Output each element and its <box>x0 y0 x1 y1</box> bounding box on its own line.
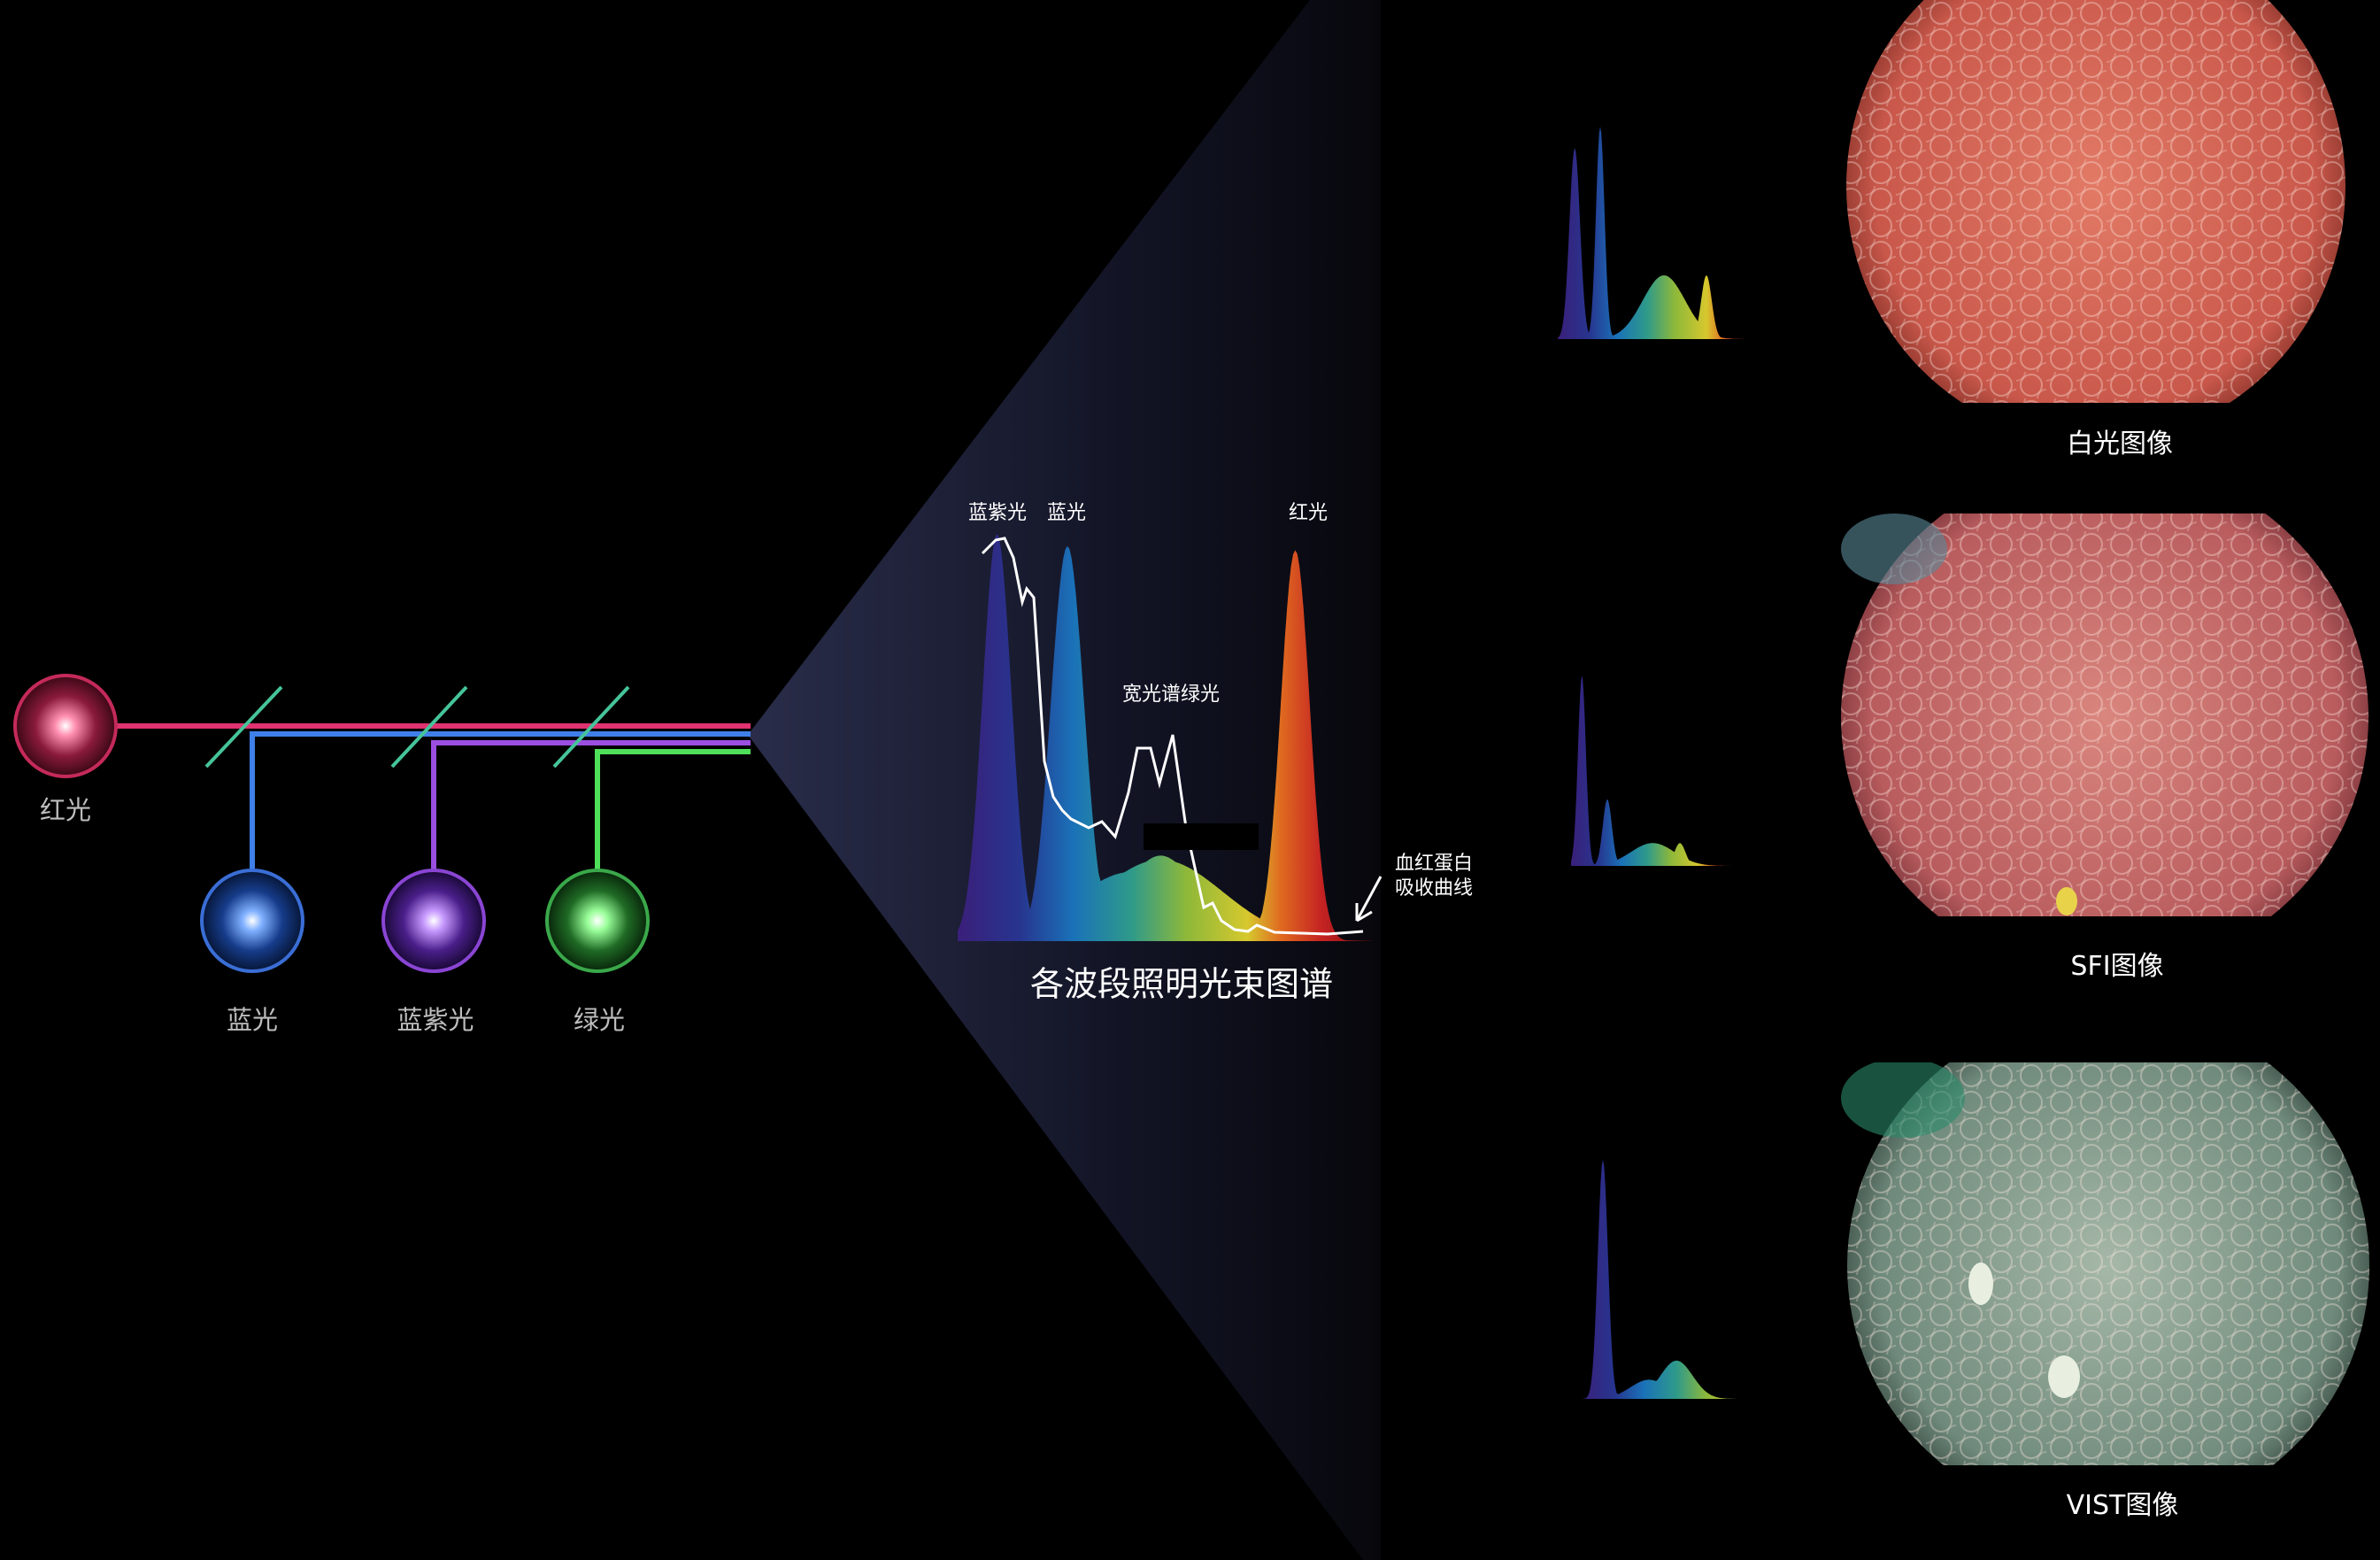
red-source-label: 红光 <box>39 795 92 825</box>
blue-light-source <box>200 869 304 973</box>
sfi-label: SFI图像 <box>2070 951 2164 982</box>
mirror-1 <box>204 685 283 768</box>
violet-beam <box>431 740 751 921</box>
sfi-image <box>1841 514 2368 916</box>
white-light-label: 白光图像 <box>2067 429 2173 460</box>
main-spectrum <box>958 534 1372 941</box>
blue-beam <box>250 731 751 921</box>
violet-source-label: 蓝紫光 <box>397 1005 474 1035</box>
violet-peak-label: 蓝紫光 <box>967 502 1028 524</box>
redaction-box <box>1144 823 1259 850</box>
main-spectrum-fill <box>958 534 1372 941</box>
hemoglobin-absorption-curve <box>981 537 1364 936</box>
violet-light-source <box>381 869 486 973</box>
blue-source-label: 蓝光 <box>226 1005 279 1035</box>
mirror-3 <box>552 685 630 768</box>
red-light-source <box>13 674 118 778</box>
arrow-icon <box>1355 876 1383 923</box>
green-band-label: 宽光谱绿光 <box>1121 683 1221 706</box>
mini-spectra <box>1558 127 1810 1399</box>
green-light-source <box>545 869 650 973</box>
red-peak-label: 红光 <box>1288 502 1329 524</box>
blue-peak-label: 蓝光 <box>1046 502 1087 524</box>
mirror-2 <box>390 685 468 768</box>
vist-image <box>1841 1062 2369 1465</box>
vist-label: VIST图像 <box>2066 1490 2179 1521</box>
spectrum-title: 各波段照明光束图谱 <box>1029 964 1334 1004</box>
green-source-label: 绿光 <box>573 1005 626 1035</box>
vist-spectrum <box>1580 1160 1810 1399</box>
hemoglobin-label-2: 吸收曲线 <box>1394 877 1474 900</box>
sfi-spectrum <box>1571 676 1752 866</box>
white-light-spectrum <box>1558 127 1770 339</box>
hemoglobin-label-1: 血红蛋白 <box>1394 853 1474 875</box>
green-beam <box>595 749 751 921</box>
white-light-image <box>1846 0 2345 403</box>
beam-paths <box>64 685 751 921</box>
